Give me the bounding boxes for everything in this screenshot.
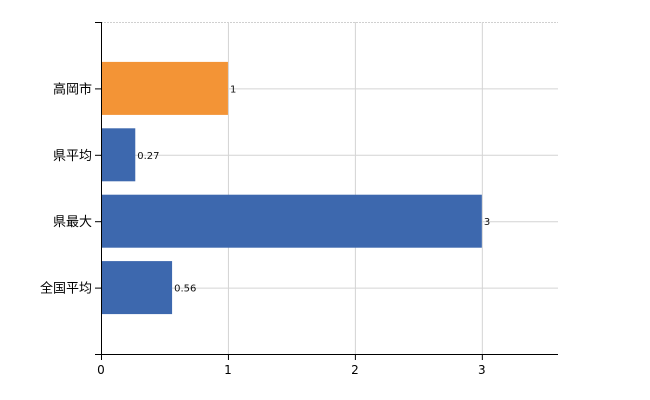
x-tick-label: 0 [97,363,105,377]
y-tick-label: 県最大 [53,215,92,230]
data-label: 1 [230,84,236,95]
bar-2 [101,128,136,182]
bar-4 [101,261,173,315]
data-label: 3 [484,217,490,228]
x-tick-label: 3 [478,363,486,377]
bar-3 [101,194,482,248]
y-tick-label: 県平均 [53,149,92,164]
data-label: 0.27 [137,151,159,162]
y-tick-label: 高岡市 [53,81,92,97]
x-tick-label: 2 [351,363,359,377]
y-tick-label: 全国平均 [40,281,92,297]
data-label: 0.56 [174,284,196,295]
x-tick-label: 1 [224,363,232,377]
bar-1 [101,61,228,115]
